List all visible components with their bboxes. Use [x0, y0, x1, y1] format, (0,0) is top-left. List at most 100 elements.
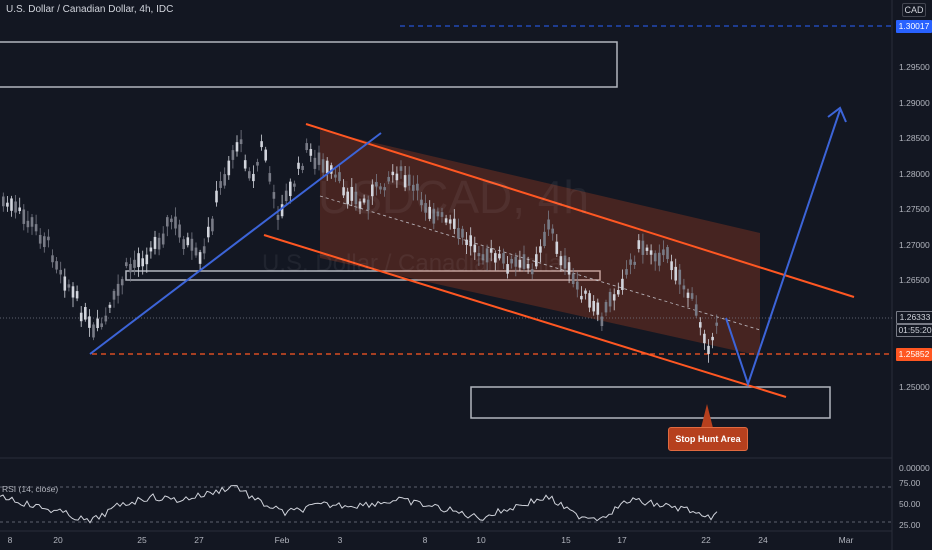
price-tick: 1.29500: [899, 62, 930, 72]
candle-body: [284, 190, 288, 202]
candle-body: [116, 283, 120, 296]
candle-body: [202, 246, 206, 254]
candle-body: [248, 171, 251, 179]
projection-arrowhead: [827, 106, 847, 123]
candle-body: [563, 255, 567, 269]
time-tick: 3: [337, 535, 343, 545]
candle-body: [276, 214, 280, 220]
candle-body: [576, 281, 579, 290]
rsi-indicator-label[interactable]: RSI (14, close): [2, 484, 59, 494]
time-tick: 27: [194, 535, 204, 545]
candle-body: [256, 161, 259, 166]
candle-body: [104, 315, 108, 322]
candle-body: [387, 176, 390, 182]
candle-body: [596, 302, 600, 315]
rsi-axis-25: 25.00: [899, 520, 921, 530]
candle-body: [489, 248, 493, 253]
candle-body: [354, 191, 358, 205]
candle-body: [63, 276, 67, 291]
time-tick: 20: [53, 535, 63, 545]
candle-body: [608, 291, 612, 307]
stop-hunt-zone-box[interactable]: [470, 386, 831, 419]
candle-body: [207, 226, 210, 238]
candle-body: [715, 322, 718, 326]
rsi-axis-75: 75.00: [899, 478, 921, 488]
candle-body: [481, 254, 485, 261]
candle-body: [239, 139, 243, 145]
candle-body: [666, 247, 669, 260]
candle-body: [14, 201, 17, 213]
candle-body: [535, 254, 538, 267]
channel-lower-line[interactable]: [263, 234, 787, 398]
candle-body: [514, 256, 518, 267]
candle-body: [584, 290, 587, 294]
candle-body: [289, 181, 292, 197]
candle-body: [694, 304, 698, 316]
breakout-zone-box[interactable]: [125, 270, 601, 281]
candle-body: [674, 266, 677, 281]
candle-body: [227, 160, 231, 176]
candle-body: [10, 198, 13, 211]
time-tick: 24: [758, 535, 768, 545]
time-tick: 22: [701, 535, 711, 545]
candle-body: [75, 291, 79, 299]
candle-body: [621, 278, 624, 290]
last-price-label: 1.26333: [896, 311, 932, 324]
candle-body: [47, 236, 50, 241]
candle-body: [161, 233, 165, 245]
candle-body: [625, 269, 628, 275]
candle-body: [592, 300, 595, 312]
rsi-axis-top: 0.00000: [899, 463, 930, 473]
candle-body: [432, 208, 436, 224]
candle-body: [22, 209, 26, 224]
candle-body: [571, 273, 575, 285]
price-tick: 1.29000: [899, 97, 930, 108]
time-tick: 15: [561, 535, 571, 545]
stop-hunt-callout[interactable]: Stop Hunt Area: [668, 427, 748, 451]
candle-body: [600, 316, 604, 327]
candle-body: [547, 219, 550, 230]
candle-body: [2, 196, 5, 207]
channel-upper-line[interactable]: [305, 123, 855, 298]
candle-body: [612, 294, 616, 301]
candle-body: [252, 173, 255, 182]
candle-body: [477, 253, 481, 257]
price-tick: 1.26500: [899, 275, 930, 285]
candle-body: [711, 336, 714, 341]
candle-body: [682, 285, 686, 290]
candle-body: [358, 201, 362, 209]
candle-body: [633, 261, 636, 265]
candle-body: [653, 253, 657, 262]
candle-body: [166, 217, 169, 227]
candle-body: [108, 304, 112, 308]
candle-body: [293, 183, 296, 187]
candle-body: [129, 263, 132, 273]
candle-body: [567, 262, 571, 275]
candle-body: [264, 149, 267, 161]
candle-body: [506, 264, 509, 274]
candle-body: [649, 250, 653, 255]
candle-body: [346, 191, 349, 205]
candle-body: [678, 269, 682, 285]
candle-body: [215, 190, 218, 203]
candle-body: [670, 261, 673, 271]
rsi-axis-50: 50.00: [899, 499, 921, 509]
candle-body: [555, 241, 559, 254]
candle-body: [543, 231, 546, 247]
candle-body: [272, 192, 276, 199]
symbol-title[interactable]: U.S. Dollar / Canadian Dollar, 4h, IDC: [6, 4, 174, 15]
candle-body: [34, 224, 38, 232]
time-tick: Feb: [274, 535, 290, 545]
projection-path[interactable]: [725, 109, 841, 388]
candle-body: [686, 292, 690, 298]
candle-body: [84, 307, 87, 320]
currency-badge[interactable]: CAD: [902, 3, 926, 17]
candle-body: [305, 143, 308, 151]
candle-body: [350, 186, 354, 201]
upper-zone-box[interactable]: [0, 41, 618, 88]
countdown-label: 01:55:20: [896, 324, 932, 337]
uptrend-line[interactable]: [89, 132, 382, 355]
candle-body: [629, 259, 632, 265]
